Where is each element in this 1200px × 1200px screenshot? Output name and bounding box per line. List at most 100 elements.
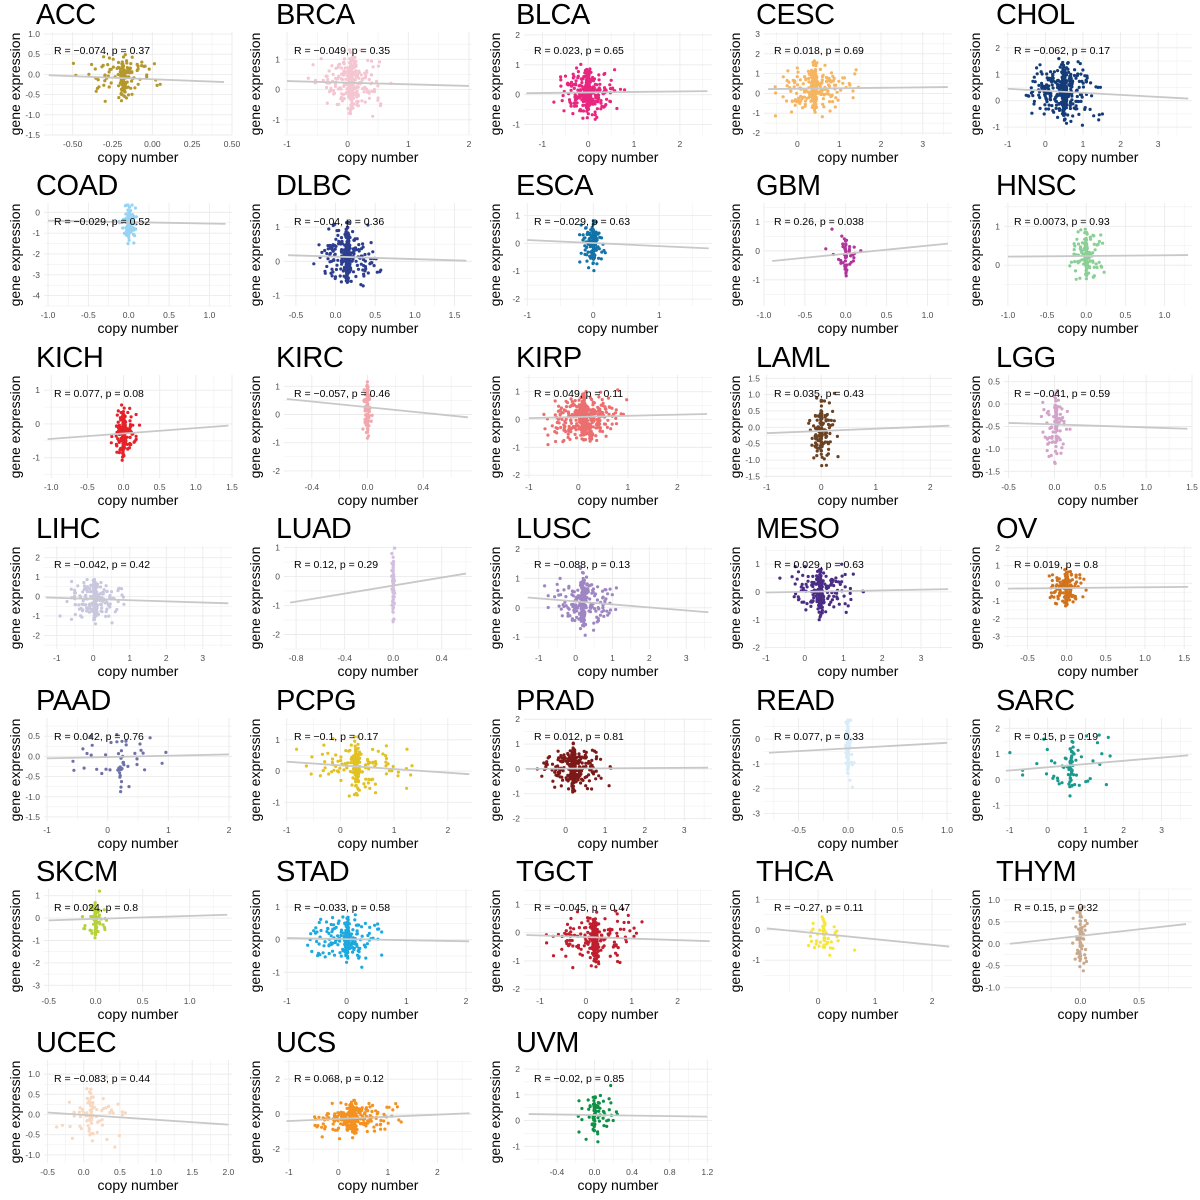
panel-title: ESCA xyxy=(516,171,593,203)
scatter-plot: -0.5 0.0 0.5 1.0 1.5-101 xyxy=(272,203,472,320)
y-tick-label: 0.5 xyxy=(748,406,760,416)
data-point xyxy=(591,85,595,89)
data-point xyxy=(116,751,121,755)
data-point xyxy=(355,99,359,103)
data-point xyxy=(793,98,797,102)
data-point xyxy=(572,86,576,90)
x-tick-label: 2 xyxy=(675,482,680,492)
data-point xyxy=(366,418,370,422)
data-point xyxy=(1102,270,1106,275)
data-point xyxy=(1062,595,1066,599)
correlation-label: R = 0.035, p = 0.43 xyxy=(774,387,864,400)
data-point xyxy=(810,600,815,604)
data-point xyxy=(1058,429,1062,433)
data-point xyxy=(574,79,578,83)
data-point xyxy=(328,244,332,248)
data-point xyxy=(585,116,589,120)
data-point xyxy=(811,583,815,587)
data-point xyxy=(1058,438,1062,442)
data-point xyxy=(373,759,378,763)
data-point xyxy=(362,274,366,278)
data-point xyxy=(1087,271,1091,276)
data-point xyxy=(848,591,852,596)
data-point xyxy=(352,238,356,243)
data-point xyxy=(1050,83,1054,87)
data-point xyxy=(116,589,120,593)
scatter-plot: -1.0 -0.5 0.0 0.5 1.0-4-3-2-10 xyxy=(32,203,232,320)
data-point xyxy=(559,75,563,79)
data-point xyxy=(599,107,603,111)
data-point xyxy=(579,62,583,66)
data-point xyxy=(1055,579,1059,583)
data-point xyxy=(800,600,804,604)
data-point xyxy=(608,83,612,87)
y-tick-label: 1 xyxy=(995,222,1000,232)
x-tick-label: -1 xyxy=(539,139,547,149)
data-point xyxy=(1072,73,1077,78)
data-point xyxy=(817,569,821,573)
data-point xyxy=(131,233,135,237)
data-point xyxy=(347,96,351,100)
data-point xyxy=(564,420,568,425)
data-point xyxy=(345,226,349,230)
data-point xyxy=(591,244,595,249)
data-point xyxy=(851,259,855,263)
scatter-plot: -1 0 1-2-101 xyxy=(512,203,712,320)
data-point xyxy=(81,599,85,603)
data-point xyxy=(569,88,573,92)
y-tick-label: 0 xyxy=(515,90,520,100)
x-tick-label: 1.5 xyxy=(226,482,238,492)
data-point xyxy=(556,409,560,413)
data-point xyxy=(800,96,804,101)
regression-line xyxy=(289,572,467,604)
data-point xyxy=(593,607,597,611)
data-point xyxy=(132,241,136,245)
data-point xyxy=(1096,85,1100,89)
data-point xyxy=(578,88,583,92)
data-point xyxy=(343,83,347,87)
data-point xyxy=(599,101,603,105)
regression-line xyxy=(765,588,949,594)
data-point xyxy=(821,97,825,101)
data-point xyxy=(832,418,836,423)
data-point xyxy=(814,582,818,587)
data-point xyxy=(120,60,124,64)
data-point xyxy=(1100,265,1104,270)
regression-line xyxy=(1007,254,1189,258)
data-point xyxy=(583,103,587,107)
data-point xyxy=(123,53,127,57)
data-point xyxy=(831,100,835,104)
data-point xyxy=(346,760,350,765)
data-points xyxy=(306,48,393,118)
data-point xyxy=(1051,584,1055,588)
x-tick-label: -1 xyxy=(525,482,533,492)
data-point xyxy=(363,399,367,403)
data-point xyxy=(603,405,607,409)
data-point xyxy=(366,385,370,389)
data-point xyxy=(819,431,823,435)
data-point xyxy=(390,603,394,607)
data-point xyxy=(118,67,122,71)
data-point xyxy=(1047,107,1051,111)
data-point xyxy=(311,63,315,67)
data-point xyxy=(73,603,77,607)
panel-pcpg: -1 0 1 2 -1 0 1 PCPG R = −0.1, p = 0.17 gene expr… xyxy=(240,686,480,857)
correlation-label: R = −0.074, p = 0.37 xyxy=(54,45,151,57)
data-point xyxy=(1100,112,1104,116)
data-point xyxy=(105,607,109,611)
data-point xyxy=(116,73,120,77)
data-point xyxy=(135,762,139,766)
data-point xyxy=(804,78,808,82)
panel-title: PAAD xyxy=(36,685,111,717)
data-point xyxy=(121,55,126,59)
data-point xyxy=(589,431,593,435)
data-point xyxy=(828,431,832,435)
data-point xyxy=(1069,119,1073,123)
data-point xyxy=(819,417,823,422)
data-point xyxy=(589,604,593,608)
y-tick-label: 1 xyxy=(755,217,760,227)
data-points xyxy=(312,221,383,288)
data-point xyxy=(89,607,93,611)
x-tick-label: 0 xyxy=(591,310,596,320)
data-point xyxy=(578,109,582,113)
